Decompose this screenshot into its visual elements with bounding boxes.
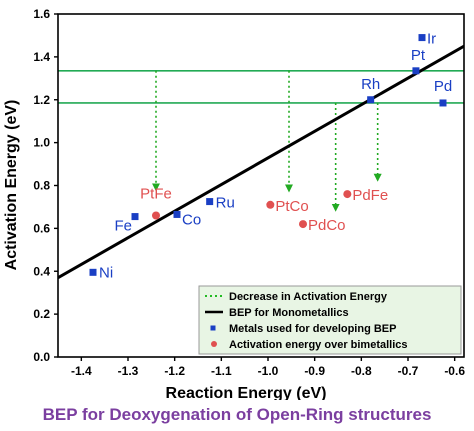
point-label-ni: Ni bbox=[99, 264, 113, 281]
y-tick-label-8: 1.4 bbox=[33, 50, 50, 64]
y-tick-label-2: 0.2 bbox=[33, 307, 50, 321]
legend: Decrease in Activation Energy BEP for Mon… bbox=[198, 285, 462, 355]
point-label-ir: Ir bbox=[427, 31, 436, 48]
x-tick-label-7: -0.8 bbox=[351, 364, 372, 378]
x-axis-label: Reaction Energy (eV) bbox=[166, 385, 327, 400]
legend-swatch-metals bbox=[210, 325, 216, 331]
legend-label-3: Metals used for developing BEP bbox=[229, 323, 396, 335]
y-tick-label-4: 0.6 bbox=[33, 221, 50, 235]
legend-box bbox=[198, 285, 462, 355]
point-rh bbox=[367, 96, 375, 104]
x-tick-label-9: -0.6 bbox=[444, 364, 465, 378]
x-tick-label-1: -1.4 bbox=[71, 364, 92, 378]
y-tick-label-3: 0.4 bbox=[33, 264, 50, 278]
point-label-ru: Ru bbox=[216, 195, 235, 212]
point-label-ptfe: PtFe bbox=[140, 186, 172, 203]
legend-label-2: BEP for Monometallics bbox=[229, 307, 349, 319]
x-tick-label-8: -0.7 bbox=[398, 364, 419, 378]
point-ru bbox=[206, 198, 214, 206]
point-label-pt: Pt bbox=[411, 47, 426, 64]
y-tick-label-1: 0.0 bbox=[33, 350, 50, 364]
point-label-rh: Rh bbox=[361, 76, 380, 93]
legend-label-4: Activation energy over bimetallics bbox=[229, 339, 408, 351]
y-axis-label: Activation Energy (eV) bbox=[3, 100, 20, 271]
point-ptfe bbox=[152, 211, 160, 220]
point-pd bbox=[439, 99, 447, 107]
point-fe bbox=[131, 213, 139, 221]
y-tick-label-6: 1.0 bbox=[33, 136, 50, 150]
point-co bbox=[173, 210, 181, 218]
point-ir bbox=[418, 34, 426, 42]
y-tick-label-7: 1.2 bbox=[33, 93, 50, 107]
legend-swatch-bimetallics bbox=[211, 341, 217, 347]
point-ptco bbox=[266, 200, 275, 209]
x-tick-label-6: -0.9 bbox=[304, 364, 325, 378]
bep-line bbox=[58, 44, 464, 279]
point-label-pdco: PdCo bbox=[308, 217, 346, 234]
point-ni bbox=[89, 268, 97, 276]
y-tick-label-5: 0.8 bbox=[33, 179, 50, 193]
legend-label-1: Decrease in Activation Energy bbox=[229, 291, 388, 303]
x-tick-label-2: -1.3 bbox=[118, 364, 139, 378]
point-pdfe bbox=[343, 190, 352, 199]
x-tick-label-5: -1.0 bbox=[258, 364, 279, 378]
point-label-ptco: PtCo bbox=[275, 198, 308, 215]
point-pt bbox=[412, 67, 420, 75]
point-label-co: Co bbox=[182, 211, 201, 228]
y-tick-label-9: 1.6 bbox=[33, 7, 50, 21]
point-label-pdfe: PdFe bbox=[352, 187, 388, 204]
figure-caption: BEP for Deoxygenation of Open-Ring struc… bbox=[42, 405, 432, 424]
point-label-pd: Pd bbox=[434, 78, 452, 95]
point-pdco bbox=[299, 220, 307, 229]
x-tick-label-4: -1.1 bbox=[211, 364, 232, 378]
x-tick-label-3: -1.2 bbox=[164, 364, 185, 378]
point-label-fe: Fe bbox=[114, 218, 132, 235]
